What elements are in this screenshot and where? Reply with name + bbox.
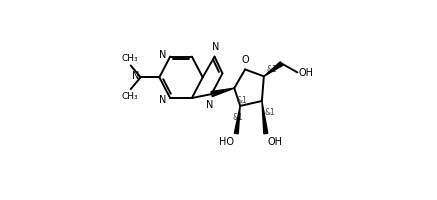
Text: CH₃: CH₃ [121,92,138,101]
Text: N: N [132,71,139,81]
Text: &1: &1 [265,108,275,117]
Text: O: O [241,55,249,65]
Text: HO: HO [219,137,234,147]
Text: N: N [212,42,219,52]
Text: N: N [206,100,213,110]
Text: CH₃: CH₃ [121,54,138,63]
Text: &1: &1 [266,65,277,74]
Polygon shape [211,88,234,97]
Text: &1: &1 [233,113,243,122]
Text: N: N [159,95,166,105]
Text: OH: OH [268,137,283,147]
Polygon shape [264,62,283,76]
Text: OH: OH [299,68,314,78]
Polygon shape [234,106,240,134]
Text: &1: &1 [237,96,247,105]
Polygon shape [262,101,268,134]
Text: N: N [159,50,166,60]
